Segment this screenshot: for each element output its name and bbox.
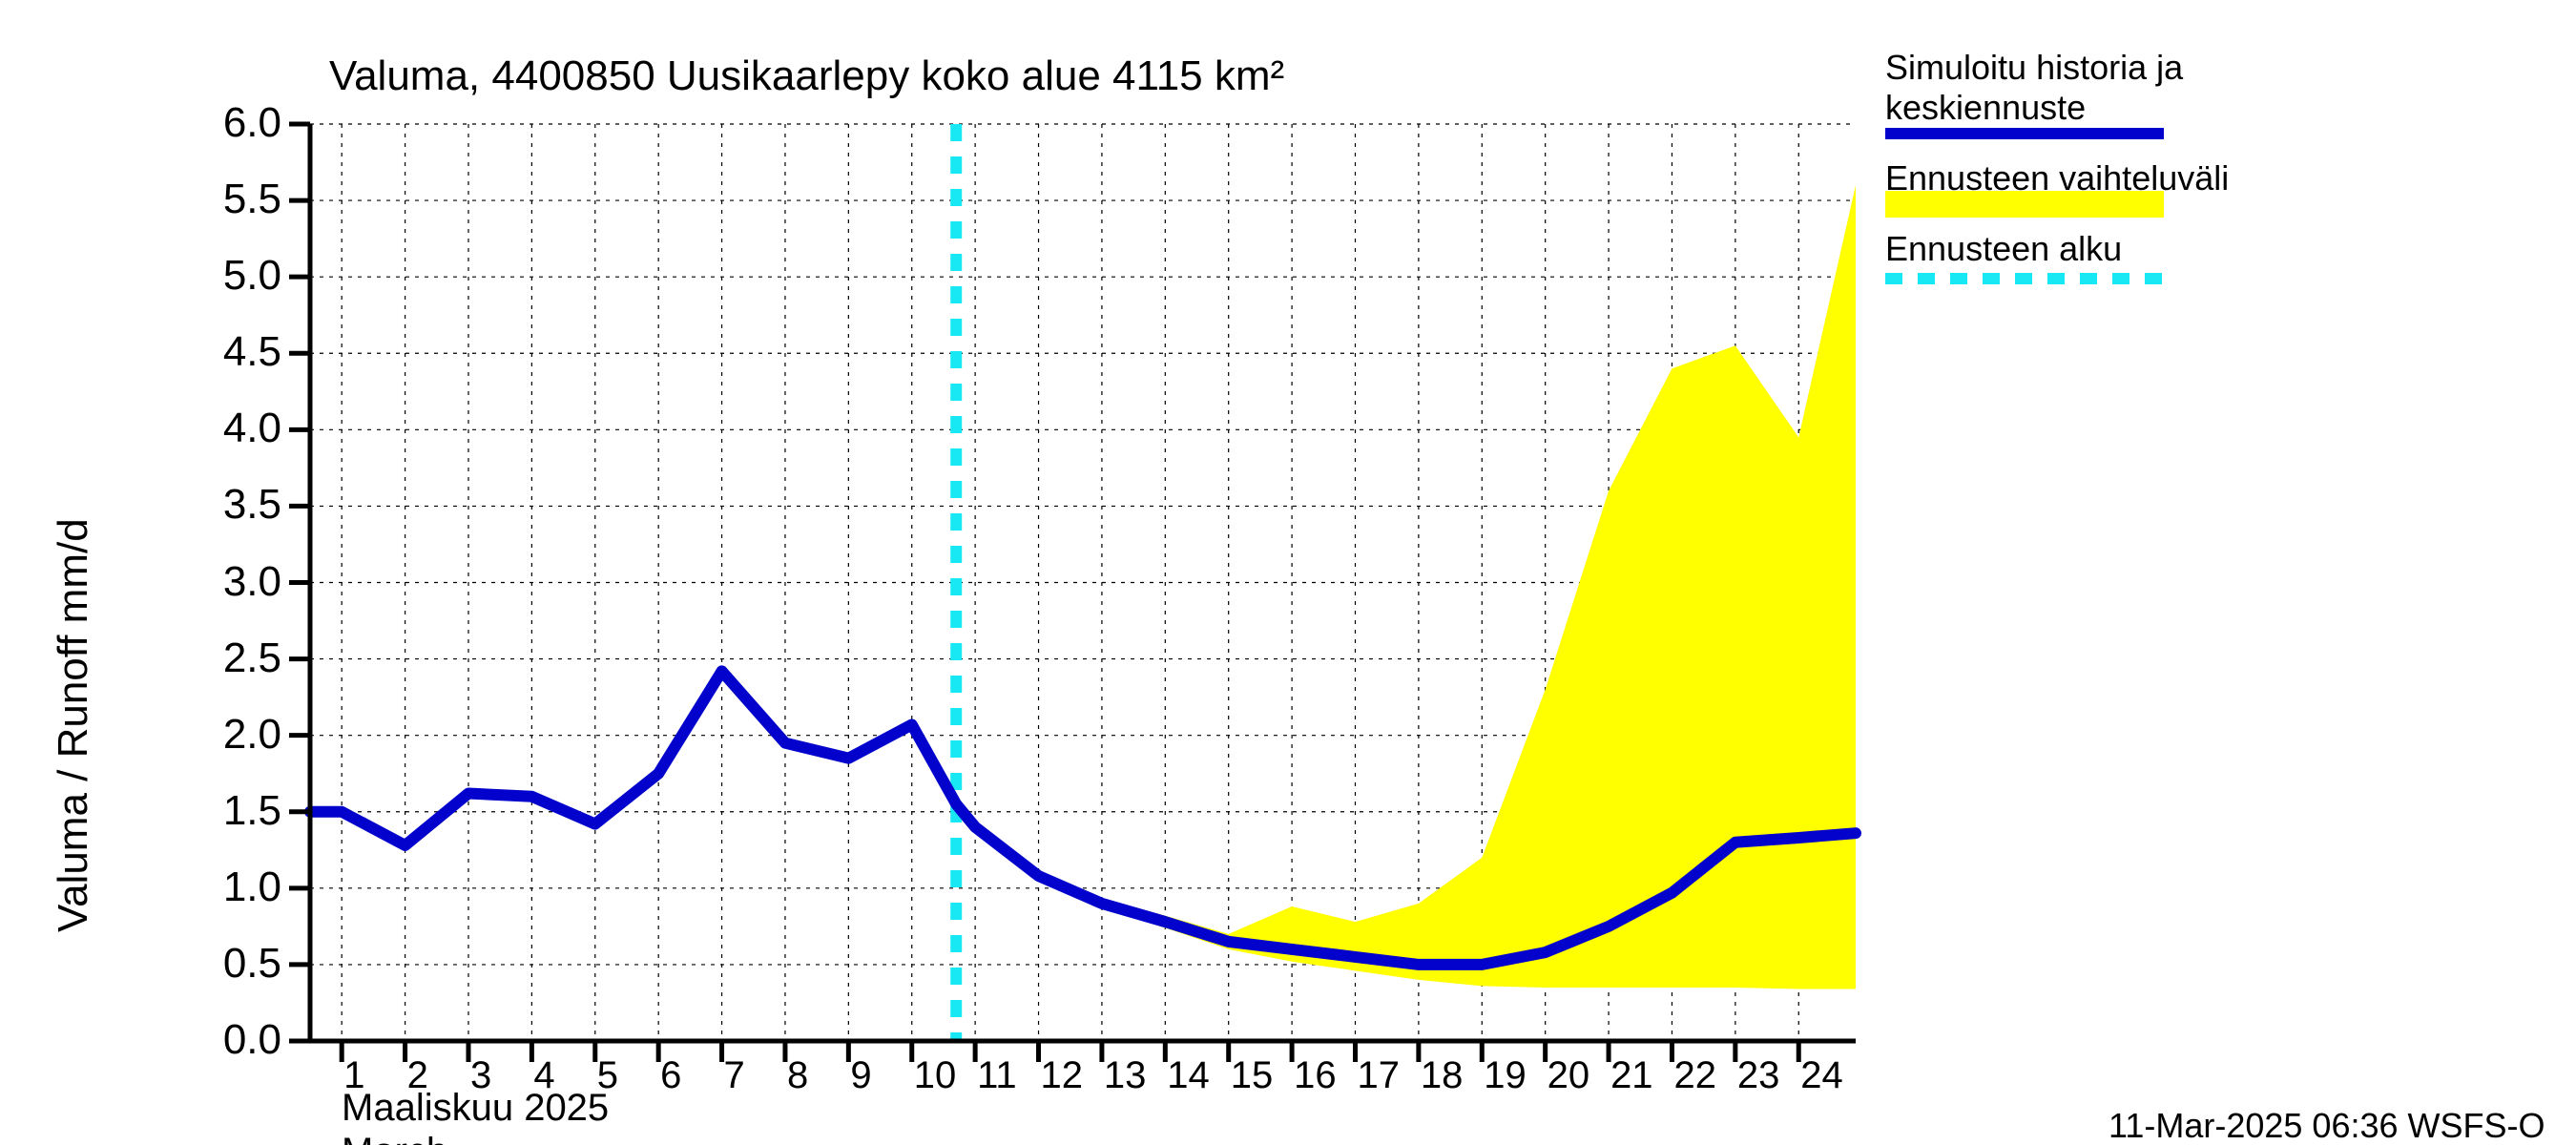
x-tick-label: 6 (660, 1054, 681, 1097)
y-tick-label: 1.0 (223, 864, 281, 911)
x-tick-label: 17 (1357, 1054, 1400, 1097)
chart-legend: Simuloitu historia jakeskiennusteEnnuste… (1885, 48, 2229, 300)
x-tick-label: 13 (1104, 1054, 1147, 1097)
x-tick-label: 8 (787, 1054, 808, 1097)
y-tick-label: 1.5 (223, 787, 281, 835)
x-tick-label: 24 (1800, 1054, 1843, 1097)
x-tick-label: 14 (1167, 1054, 1210, 1097)
y-tick-label: 0.0 (223, 1016, 281, 1064)
x-tick-label: 21 (1610, 1054, 1653, 1097)
x-axis-month-labels: Maaliskuu 2025 March (342, 1086, 609, 1145)
x-tick-label: 18 (1421, 1054, 1464, 1097)
legend-label: Simuloitu historia ja (1885, 48, 2229, 88)
legend-label: Ennusteen alku (1885, 229, 2229, 269)
legend-label: Ennusteen vaihteluväli (1885, 158, 2229, 198)
chart-footer: 11-Mar-2025 06:36 WSFS-O (2109, 1106, 2545, 1145)
x-tick-label: 10 (914, 1054, 957, 1097)
x-axis-month-en: March (342, 1130, 609, 1145)
x-tick-label: 23 (1737, 1054, 1780, 1097)
y-tick-label: 2.5 (223, 635, 281, 682)
x-axis-month-fi: Maaliskuu 2025 (342, 1086, 609, 1130)
x-tick-label: 12 (1041, 1054, 1084, 1097)
legend-item-2: Ennusteen alku (1885, 229, 2229, 296)
y-tick-label: 3.0 (223, 558, 281, 606)
y-tick-label: 4.0 (223, 405, 281, 452)
y-tick-label: 0.5 (223, 940, 281, 988)
chart-container: Valuma, 4400850 Uusikaarlepy koko alue 4… (0, 0, 2576, 1145)
y-tick-label: 5.0 (223, 252, 281, 300)
x-tick-label: 9 (850, 1054, 871, 1097)
legend-label: keskiennuste (1885, 88, 2229, 128)
y-tick-label: 2.0 (223, 711, 281, 759)
x-tick-label: 20 (1548, 1054, 1590, 1097)
y-tick-label: 4.5 (223, 328, 281, 376)
y-tick-label: 3.5 (223, 481, 281, 529)
y-tick-label: 6.0 (223, 99, 281, 147)
legend-item-1: Ennusteen vaihteluväli (1885, 158, 2229, 225)
x-tick-label: 15 (1231, 1054, 1274, 1097)
x-tick-label: 16 (1294, 1054, 1337, 1097)
y-tick-label: 5.5 (223, 176, 281, 223)
legend-item-0: Simuloitu historia jakeskiennuste (1885, 48, 2229, 155)
x-tick-label: 22 (1673, 1054, 1716, 1097)
x-tick-label: 19 (1484, 1054, 1527, 1097)
x-tick-label: 11 (977, 1054, 1017, 1097)
x-tick-label: 7 (724, 1054, 745, 1097)
